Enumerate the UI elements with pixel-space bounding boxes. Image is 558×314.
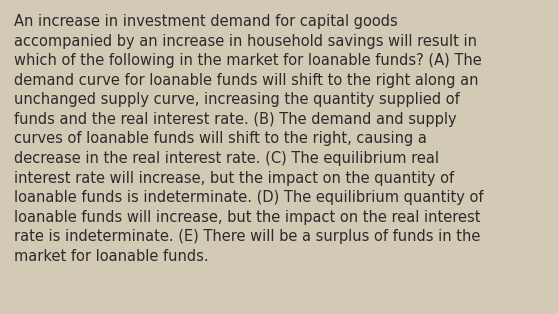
Text: An increase in investment demand for capital goods
accompanied by an increase in: An increase in investment demand for cap…: [14, 14, 483, 264]
